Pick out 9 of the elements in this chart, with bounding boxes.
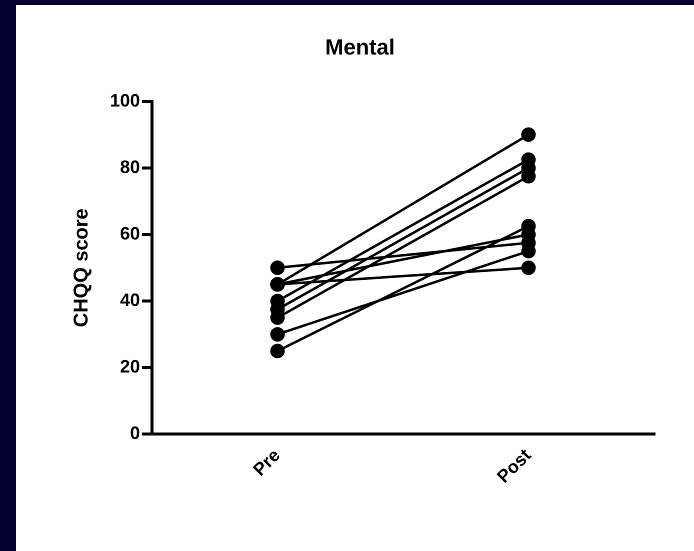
chart-title: Mental — [325, 34, 395, 60]
y-tick-label: 0 — [130, 423, 140, 444]
y-axis-title: CHQQ score — [70, 208, 93, 328]
y-tick-label: 20 — [120, 356, 140, 377]
y-tick-label: 60 — [120, 223, 140, 244]
y-tick-label: 100 — [110, 90, 140, 110]
y-tick-label: 40 — [120, 290, 140, 310]
x-tick-label: Pre — [249, 444, 284, 480]
y-tick-label: 80 — [120, 156, 140, 177]
